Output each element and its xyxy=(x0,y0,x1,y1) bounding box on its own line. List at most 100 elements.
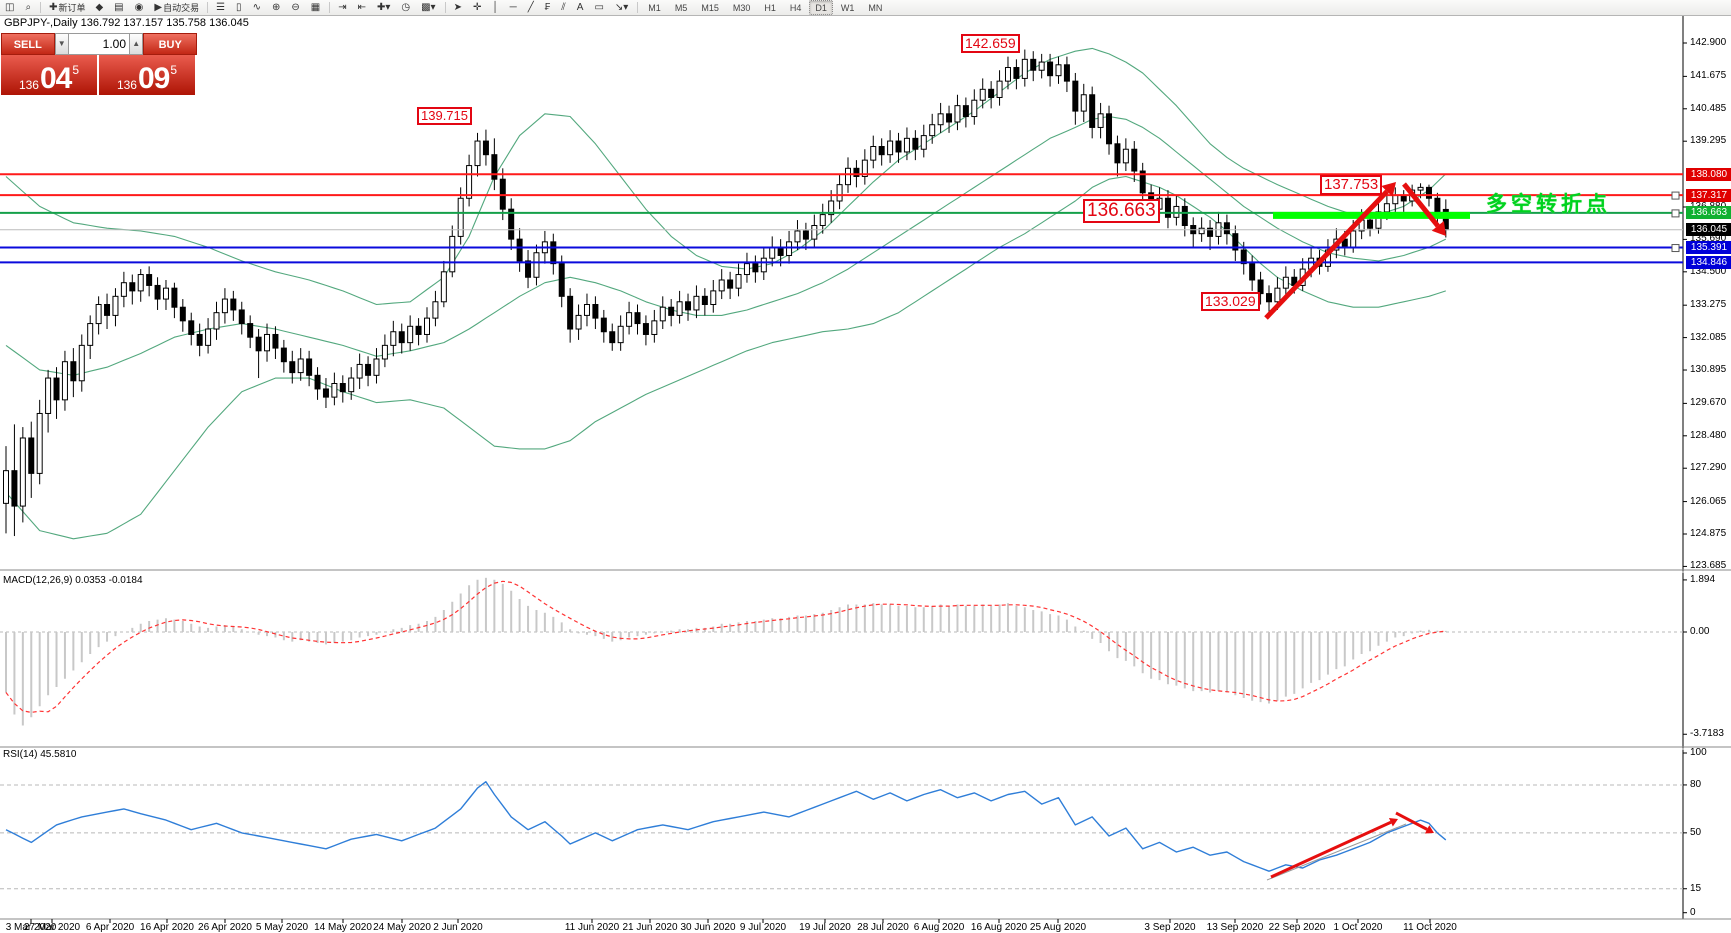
channel-tool[interactable]: ⫽ xyxy=(557,0,570,15)
candle-body xyxy=(794,230,801,243)
timeframe-m30[interactable]: M30 xyxy=(732,2,751,13)
timeframe-m1[interactable]: M1 xyxy=(648,2,661,13)
buy-price-sup: 5 xyxy=(170,63,178,77)
candle-body xyxy=(693,295,700,311)
timeframe-mn[interactable]: MN xyxy=(868,2,883,13)
candle-body xyxy=(1131,148,1138,172)
zoom-out-icon[interactable]: ⊖ xyxy=(287,0,304,15)
timeframe-h1[interactable]: H1 xyxy=(764,2,776,13)
timeframe-h4[interactable]: H4 xyxy=(789,2,802,13)
candle-body xyxy=(1173,205,1180,218)
date-label: 3 Sep 2020 xyxy=(1144,922,1196,933)
scroll-end-icon[interactable]: ⇥ xyxy=(334,0,351,15)
candle-body xyxy=(247,323,254,338)
line-chart-icon[interactable]: ∿ xyxy=(249,0,266,15)
chart-window-icon[interactable]: ◫ xyxy=(1,0,19,15)
price-tag-142.659[interactable]: 142.659 xyxy=(961,34,1020,53)
label-tool-glyph: ▭ xyxy=(594,1,604,13)
rsi-label: RSI(14) 45.5810 xyxy=(3,749,77,760)
horizontal-line-tool[interactable]: ─ xyxy=(506,0,522,15)
horizontal-line-tool-glyph: ─ xyxy=(509,1,517,13)
chart-shift-icon[interactable]: ⇤ xyxy=(354,0,371,15)
candle-body xyxy=(1181,205,1188,227)
autotrading-button[interactable]: ▶ 自动交易 xyxy=(150,0,203,15)
candle-body xyxy=(381,344,388,360)
period-icon[interactable]: ◷ xyxy=(397,0,415,15)
zoom-out-icon-glyph: ⊖ xyxy=(291,1,300,13)
volume-decrease-button[interactable]: ▼ xyxy=(54,33,69,55)
autotrading-button-glyph: ▶ xyxy=(154,1,163,13)
price-tag-136.663[interactable]: 136.663 xyxy=(1083,199,1160,223)
candle-body xyxy=(339,383,346,393)
candle-body xyxy=(196,333,203,346)
rsi-down-arrow[interactable] xyxy=(1395,811,1428,831)
candle-body xyxy=(895,140,902,153)
period-icon-glyph: ◷ xyxy=(401,1,411,13)
candle-body xyxy=(297,358,304,374)
volume-increase-button[interactable]: ▲ xyxy=(129,33,144,55)
zoom-in-icon[interactable]: ⊕ xyxy=(268,0,285,15)
candle-body xyxy=(289,361,296,374)
support-zone-bar[interactable] xyxy=(1273,211,1470,219)
toolbar-separator xyxy=(637,2,639,13)
candle-body xyxy=(718,279,725,292)
candle-body xyxy=(735,274,742,289)
candle-body xyxy=(743,263,750,276)
text-tool[interactable]: A xyxy=(573,0,589,15)
candle-chart-icon[interactable]: ▯ xyxy=(232,0,247,15)
bollinger-lower-band xyxy=(5,175,1446,540)
timeframe-d1[interactable]: D1 xyxy=(809,0,833,15)
volume-input[interactable] xyxy=(69,33,129,55)
candle-body xyxy=(36,412,43,474)
trend-up-arrow[interactable] xyxy=(1264,189,1389,320)
crosshair-tool[interactable]: ✛ xyxy=(469,0,486,15)
magnifier-icon[interactable]: ⌕ xyxy=(21,0,36,15)
buy-price-display[interactable]: 136 09 5 xyxy=(99,55,195,95)
tile-windows-icon[interactable]: ▦ xyxy=(307,0,325,15)
candle-body xyxy=(213,312,220,330)
new-order-button[interactable]: ✚ 新订单 xyxy=(45,0,89,15)
candle-body xyxy=(449,235,456,273)
trend-down-arrow[interactable] xyxy=(1402,182,1440,228)
candle-body xyxy=(887,140,894,156)
price-tag-139.715[interactable]: 139.715 xyxy=(417,107,472,125)
cursor-tool[interactable]: ➤ xyxy=(450,0,467,15)
date-label: 28 Jul 2020 xyxy=(857,922,909,933)
trendline-tool[interactable]: ╱ xyxy=(524,0,539,15)
gold-icon[interactable]: ◆ xyxy=(91,0,108,15)
timeframe-m5[interactable]: M5 xyxy=(674,2,688,13)
price-tag-137.753[interactable]: 137.753 xyxy=(1320,175,1383,195)
price-tick-label: 133.275 xyxy=(1690,299,1727,311)
price-tag-133.029[interactable]: 133.029 xyxy=(1201,292,1260,311)
candle-body xyxy=(3,470,9,504)
candle-body xyxy=(482,140,489,156)
shapes-tool[interactable]: ↘▾ xyxy=(611,0,633,15)
candle-body xyxy=(432,301,439,319)
bar-chart-icon[interactable]: ☰ xyxy=(212,0,230,15)
price-line-label: 134.846 xyxy=(1686,255,1731,269)
sell-price-display[interactable]: 136 04 5 xyxy=(1,55,99,95)
timeframe-m15[interactable]: M15 xyxy=(701,2,719,13)
timeframe-w1[interactable]: W1 xyxy=(840,2,855,13)
price-line-label: 136.663 xyxy=(1686,206,1731,220)
rsi-guide-line[interactable] xyxy=(1266,823,1407,881)
candle-body xyxy=(903,137,910,153)
sell-button[interactable]: SELL xyxy=(1,33,55,55)
candle-body xyxy=(525,260,532,278)
candle-body xyxy=(314,374,321,390)
vertical-line-tool[interactable]: │ xyxy=(488,0,503,15)
annotation-note[interactable]: 多空转折点 xyxy=(1486,193,1611,216)
candle-body xyxy=(853,167,860,177)
templates-icon[interactable]: ▩▾ xyxy=(417,0,440,15)
buy-button[interactable]: BUY xyxy=(143,33,197,55)
candle-body xyxy=(954,105,961,123)
add-indicator-icon[interactable]: ✚▾ xyxy=(373,0,395,15)
rsi-up-arrow[interactable] xyxy=(1270,820,1392,879)
candle-body xyxy=(1232,233,1239,251)
alerts-icon[interactable]: ◉ xyxy=(131,0,149,15)
candle-body xyxy=(331,383,338,398)
fibonacci-tool[interactable]: ₣ xyxy=(541,0,556,15)
market-watch-icon[interactable]: ▤ xyxy=(110,0,128,15)
label-tool[interactable]: ▭ xyxy=(590,0,608,15)
